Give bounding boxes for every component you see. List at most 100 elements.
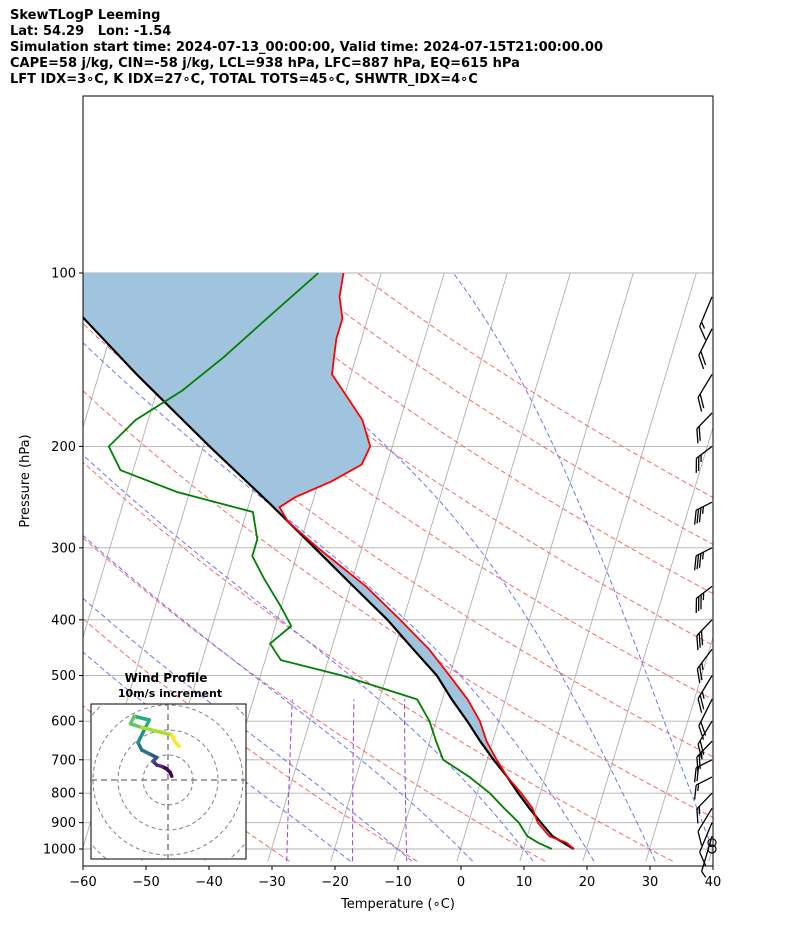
wind-barb xyxy=(696,412,713,444)
mixing-ratio-line xyxy=(286,699,293,862)
isotherm-line xyxy=(519,272,697,862)
barb-staff xyxy=(696,412,713,430)
barb-half-flag xyxy=(701,506,705,514)
barb-staff xyxy=(699,296,713,327)
barb-staff xyxy=(696,619,713,636)
moist-adiabat-line xyxy=(187,272,656,862)
barb-half-flag xyxy=(697,783,700,792)
wind-barb xyxy=(699,822,713,866)
x-tick-label: −40 xyxy=(195,875,222,890)
y-tick-label: 1000 xyxy=(43,843,76,858)
wind-barb xyxy=(707,838,717,848)
barb-flag xyxy=(699,326,707,340)
barb-staff xyxy=(697,675,713,699)
parcel-line xyxy=(83,315,575,850)
barb-half-flag xyxy=(701,871,707,878)
moist-adiabat-line xyxy=(452,272,713,852)
isotherm-line xyxy=(0,273,3,861)
barb-flag xyxy=(696,508,700,524)
barb-flag xyxy=(693,767,697,783)
dry-adiabat-line xyxy=(83,322,713,758)
barb-flag xyxy=(699,694,705,710)
barb-staff xyxy=(696,648,713,670)
barb-staff xyxy=(695,501,713,511)
dry-adiabat-line xyxy=(83,390,713,819)
hodograph-segment xyxy=(128,722,144,730)
wind-barb xyxy=(693,776,713,800)
y-tick-label: 200 xyxy=(51,440,76,455)
wind-barbs xyxy=(693,296,717,878)
dewpoint-line xyxy=(107,272,553,850)
barb-flag xyxy=(696,635,699,651)
x-tick-label: 40 xyxy=(705,875,722,890)
barb-flag xyxy=(698,665,703,681)
mixing-ratio-line xyxy=(404,699,408,862)
wind-barb xyxy=(698,699,713,740)
barb-staff xyxy=(697,808,713,832)
barb-staff xyxy=(701,835,713,872)
barb-flag xyxy=(699,393,705,409)
barb-staff xyxy=(696,740,713,758)
isotherm-line xyxy=(330,272,508,862)
barb-staff xyxy=(699,822,713,853)
wind-barb xyxy=(696,792,713,824)
dry-adiabat-line xyxy=(83,705,290,862)
hodograph-segment xyxy=(155,729,174,737)
wind-barb xyxy=(697,374,713,412)
isotherm-line xyxy=(393,272,571,862)
y-tick-label: 100 xyxy=(51,267,76,282)
barb-flag xyxy=(693,555,697,571)
chart-title-indices-2: LFT IDX=3∘C, K IDX=27∘C, TOTAL TOTS=45∘C… xyxy=(10,72,478,87)
x-axis: −60 −50 −40 −30 −20 −10 0 10 20 30 40 xyxy=(69,866,721,890)
barb-flag xyxy=(697,831,703,846)
x-tick-label: 20 xyxy=(579,875,596,890)
chart-title-times: Simulation start time: 2024-07-13_00:00:… xyxy=(10,40,603,55)
isotherm-line xyxy=(582,425,713,862)
dry-adiabat-line xyxy=(83,461,673,862)
chart-title-latlon: Lat: 54.29 Lon: -1.54 xyxy=(10,24,172,39)
barb-staff xyxy=(695,547,713,557)
barb-flag xyxy=(699,851,707,866)
y-tick-label: 700 xyxy=(51,753,76,768)
chart-title-station: SkewTLogP Leeming xyxy=(10,8,161,23)
x-tick-label: −20 xyxy=(321,875,348,890)
hodograph-subtitle: 10m/s increment xyxy=(118,687,222,700)
barb-half-flag xyxy=(698,806,701,814)
barb-staff xyxy=(698,328,713,356)
barb-flag xyxy=(696,808,699,824)
mixing-ratio-line xyxy=(352,699,355,862)
barb-flag xyxy=(700,630,704,646)
barb-flag xyxy=(698,426,701,441)
barb-staff xyxy=(696,792,713,810)
hodograph-segment xyxy=(173,740,181,748)
dry-adiabat-line xyxy=(161,272,713,646)
x-tick-label: 0 xyxy=(457,875,465,890)
barb-flag xyxy=(698,725,705,740)
barb-flag xyxy=(697,698,703,713)
barb-staff xyxy=(696,585,713,599)
dry-adiabat-line xyxy=(357,272,713,499)
wind-barb xyxy=(695,585,713,613)
x-tick-label: −30 xyxy=(258,875,285,890)
x-tick-label: −10 xyxy=(384,875,411,890)
barb-flag xyxy=(693,510,697,525)
dry-adiabat-line xyxy=(83,537,546,862)
isotherm-line xyxy=(0,273,66,861)
chart-title-indices-1: CAPE=58 j/kg, CIN=-58 j/kg, LCL=938 hPa,… xyxy=(10,56,520,71)
x-tick-label: 10 xyxy=(516,875,533,890)
barb-flag xyxy=(693,784,697,800)
y-tick-label: 400 xyxy=(51,613,76,628)
barb-staff xyxy=(696,445,713,459)
x-axis-label: Temperature (∘C) xyxy=(340,897,455,912)
y-tick-label: 800 xyxy=(51,787,76,802)
barb-flag xyxy=(699,740,705,755)
barb-flag xyxy=(698,754,701,770)
y-tick-label: 300 xyxy=(51,541,76,556)
hodograph-segment xyxy=(132,714,151,722)
dry-adiabat-line xyxy=(291,272,713,545)
moist-adiabat-line xyxy=(83,651,351,862)
background-lines xyxy=(0,272,713,862)
isotherm-line xyxy=(708,845,713,862)
barb-half-flag xyxy=(700,321,706,329)
y-axis: 1000 900 800 700 600 500 400 300 200 100 xyxy=(43,267,83,858)
